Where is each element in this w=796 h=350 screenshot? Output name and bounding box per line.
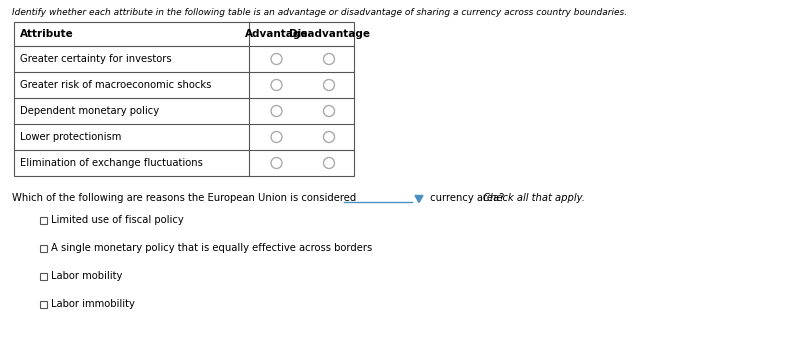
Bar xyxy=(40,245,47,252)
Text: Limited use of fiscal policy: Limited use of fiscal policy xyxy=(51,215,184,225)
Text: Lower protectionism: Lower protectionism xyxy=(20,132,121,142)
Text: Advantage: Advantage xyxy=(244,29,308,39)
Text: Identify whether each attribute in the following table is an advantage or disadv: Identify whether each attribute in the f… xyxy=(12,8,627,17)
Text: Greater certainty for investors: Greater certainty for investors xyxy=(20,54,172,64)
Text: Attribute: Attribute xyxy=(20,29,74,39)
Bar xyxy=(14,22,354,176)
Polygon shape xyxy=(415,196,423,203)
Text: currency area?: currency area? xyxy=(427,193,508,203)
Text: Labor immobility: Labor immobility xyxy=(51,299,135,309)
Bar xyxy=(40,217,47,224)
Text: Disadvantage: Disadvantage xyxy=(288,29,369,39)
Bar xyxy=(40,301,47,308)
Text: Which of the following are reasons the European Union is considered: Which of the following are reasons the E… xyxy=(12,193,357,203)
Text: Greater risk of macroeconomic shocks: Greater risk of macroeconomic shocks xyxy=(20,80,212,90)
Text: Dependent monetary policy: Dependent monetary policy xyxy=(20,106,159,116)
Text: Labor mobility: Labor mobility xyxy=(51,271,123,281)
Text: Check all that apply.: Check all that apply. xyxy=(483,193,585,203)
Bar xyxy=(40,273,47,280)
Text: Elimination of exchange fluctuations: Elimination of exchange fluctuations xyxy=(20,158,203,168)
Text: A single monetary policy that is equally effective across borders: A single monetary policy that is equally… xyxy=(51,243,373,253)
